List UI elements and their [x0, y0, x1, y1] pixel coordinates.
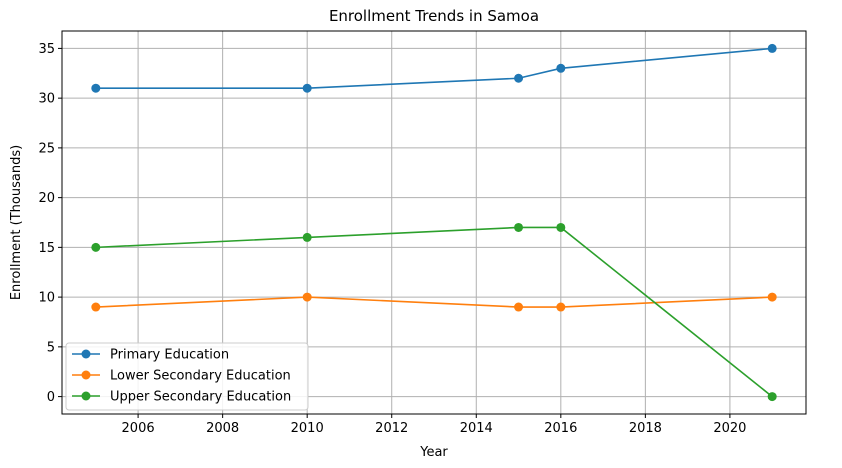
y-tick-label: 30 [38, 92, 55, 107]
data-point [514, 73, 524, 83]
data-point [302, 83, 312, 93]
chart-title: Enrollment Trends in Samoa [329, 7, 539, 25]
data-point [514, 302, 524, 312]
data-point [514, 222, 524, 232]
x-tick-label: 2020 [713, 421, 746, 436]
y-tick-label: 35 [38, 42, 55, 57]
legend-marker [81, 349, 91, 359]
legend-label: Primary Education [110, 348, 229, 363]
data-point [767, 292, 777, 302]
data-point [767, 392, 777, 402]
y-tick-label: 0 [47, 390, 55, 405]
legend-marker [81, 370, 91, 380]
x-tick-label: 2016 [544, 421, 577, 436]
data-point [91, 302, 101, 312]
legend: Primary Education Lower Secondary Educati… [65, 342, 309, 411]
legend-item: Primary Education [72, 348, 229, 363]
data-point [91, 83, 101, 93]
y-axis: 0 5 10 15 20 25 30 35 [38, 42, 62, 405]
x-axis-label: Year [419, 445, 448, 460]
series-2 [91, 292, 777, 312]
data-point [767, 43, 777, 53]
legend-item: Upper Secondary Education [72, 390, 291, 405]
legend-box [65, 342, 309, 411]
x-tick-label: 2018 [629, 421, 662, 436]
x-tick-label: 2008 [206, 421, 239, 436]
legend-item: Lower Secondary Education [72, 369, 291, 384]
data-point [302, 232, 312, 242]
legend-marker [81, 391, 91, 401]
x-axis: 2006 2008 2010 2012 2014 2016 2018 2020 [122, 414, 746, 436]
data-point [556, 63, 566, 73]
x-tick-label: 2014 [460, 421, 493, 436]
series-1 [91, 43, 777, 93]
y-tick-label: 25 [38, 141, 55, 156]
y-tick-label: 15 [38, 241, 55, 256]
series-layer [91, 43, 777, 402]
x-tick-label: 2006 [122, 421, 155, 436]
y-tick-label: 10 [38, 291, 55, 306]
plot-frame [61, 30, 807, 415]
data-point [91, 242, 101, 252]
x-tick-label: 2012 [375, 421, 408, 436]
data-point [556, 222, 566, 232]
data-point [556, 302, 566, 312]
y-axis-label: Enrollment (Thousands) [9, 145, 24, 300]
x-tick-label: 2010 [291, 421, 324, 436]
legend-label: Upper Secondary Education [110, 390, 291, 405]
y-tick-label: 5 [47, 340, 55, 355]
legend-label: Lower Secondary Education [110, 369, 291, 384]
series-3 [91, 222, 777, 402]
y-tick-label: 20 [38, 191, 55, 206]
data-point [302, 292, 312, 302]
